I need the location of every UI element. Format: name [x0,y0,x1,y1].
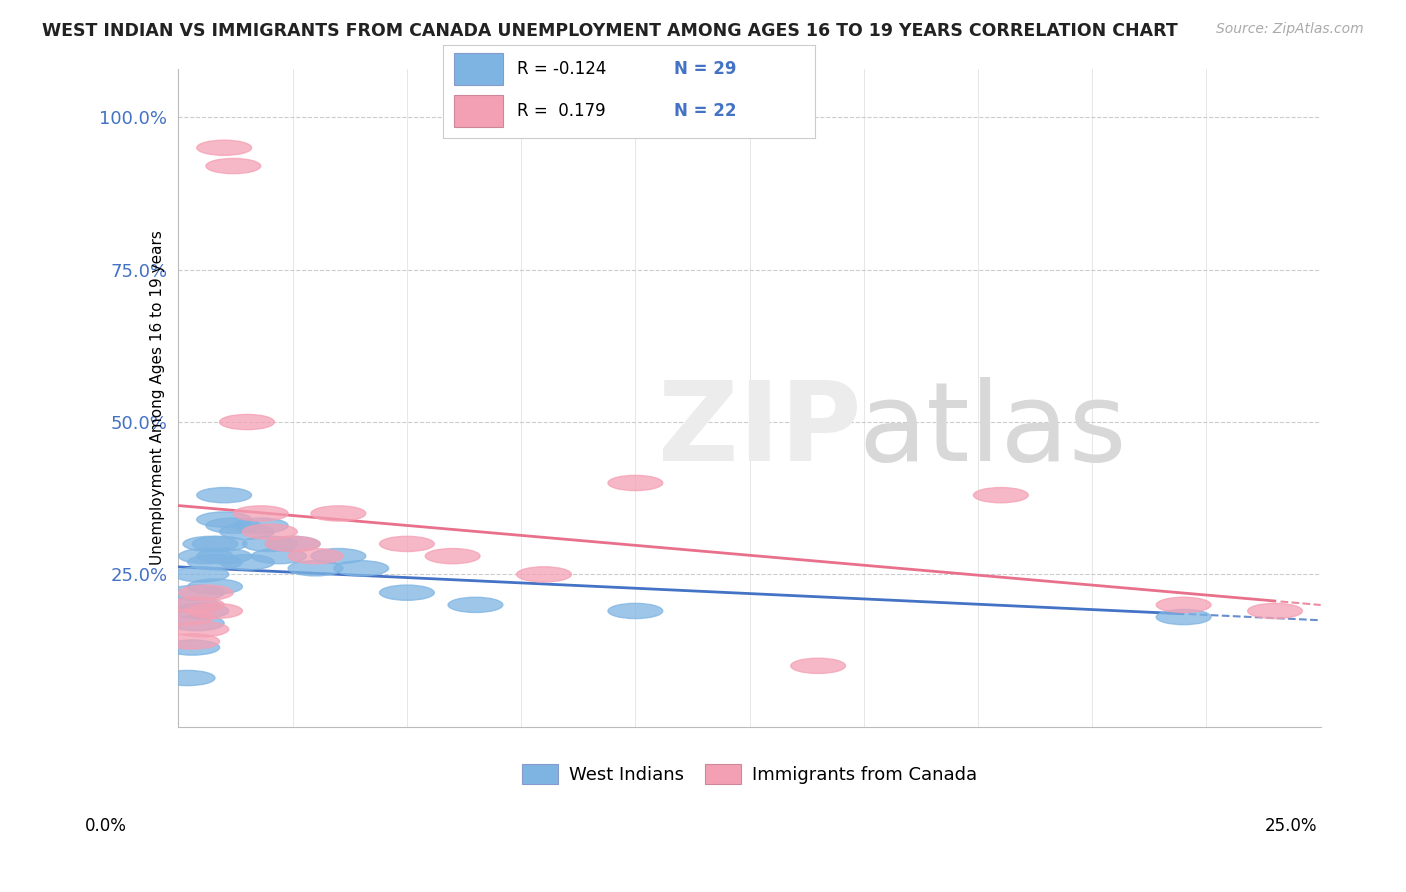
FancyBboxPatch shape [454,53,502,85]
Ellipse shape [790,658,845,673]
Ellipse shape [197,140,252,155]
Ellipse shape [607,475,662,491]
Ellipse shape [219,415,274,430]
Text: N = 29: N = 29 [673,60,737,78]
Ellipse shape [169,598,224,613]
Ellipse shape [193,536,247,551]
Ellipse shape [311,506,366,521]
Ellipse shape [233,506,288,521]
Ellipse shape [380,536,434,551]
Ellipse shape [266,536,321,551]
Ellipse shape [516,566,571,582]
Ellipse shape [333,561,388,576]
Ellipse shape [165,634,219,649]
Text: ZIP: ZIP [658,377,862,484]
Ellipse shape [169,615,224,631]
Ellipse shape [242,536,297,551]
Ellipse shape [311,549,366,564]
Text: 25.0%: 25.0% [1264,817,1317,835]
Ellipse shape [174,566,229,582]
Ellipse shape [197,549,252,564]
Ellipse shape [165,598,219,613]
Ellipse shape [973,488,1028,503]
Ellipse shape [219,524,274,540]
Ellipse shape [197,512,252,527]
Ellipse shape [380,585,434,600]
Ellipse shape [187,603,242,618]
Ellipse shape [233,518,288,533]
Text: WEST INDIAN VS IMMIGRANTS FROM CANADA UNEMPLOYMENT AMONG AGES 16 TO 19 YEARS COR: WEST INDIAN VS IMMIGRANTS FROM CANADA UN… [42,22,1178,40]
Ellipse shape [288,549,343,564]
Ellipse shape [288,561,343,576]
Ellipse shape [425,549,479,564]
Text: 0.0%: 0.0% [84,817,127,835]
Ellipse shape [205,159,260,174]
Ellipse shape [205,518,260,533]
Ellipse shape [1156,609,1211,624]
Ellipse shape [607,603,662,618]
Ellipse shape [449,598,503,613]
Ellipse shape [252,549,307,564]
Text: Source: ZipAtlas.com: Source: ZipAtlas.com [1216,22,1364,37]
Ellipse shape [266,536,321,551]
Y-axis label: Unemployment Among Ages 16 to 19 years: Unemployment Among Ages 16 to 19 years [149,230,165,565]
Ellipse shape [183,536,238,551]
Ellipse shape [174,603,229,618]
FancyBboxPatch shape [454,95,502,127]
Ellipse shape [169,585,224,600]
Ellipse shape [242,524,297,540]
Ellipse shape [187,555,242,570]
Text: N = 22: N = 22 [673,102,737,120]
Text: R = -0.124: R = -0.124 [517,60,607,78]
Ellipse shape [160,609,215,624]
Text: atlas: atlas [858,377,1126,484]
Ellipse shape [197,488,252,503]
Ellipse shape [179,585,233,600]
Ellipse shape [174,622,229,637]
Ellipse shape [1247,603,1302,618]
Text: R =  0.179: R = 0.179 [517,102,606,120]
Ellipse shape [179,549,233,564]
Legend: West Indians, Immigrants from Canada: West Indians, Immigrants from Canada [513,755,987,793]
Ellipse shape [219,555,274,570]
Ellipse shape [1156,598,1211,613]
Ellipse shape [187,579,242,594]
Ellipse shape [165,640,219,655]
Ellipse shape [160,671,215,686]
